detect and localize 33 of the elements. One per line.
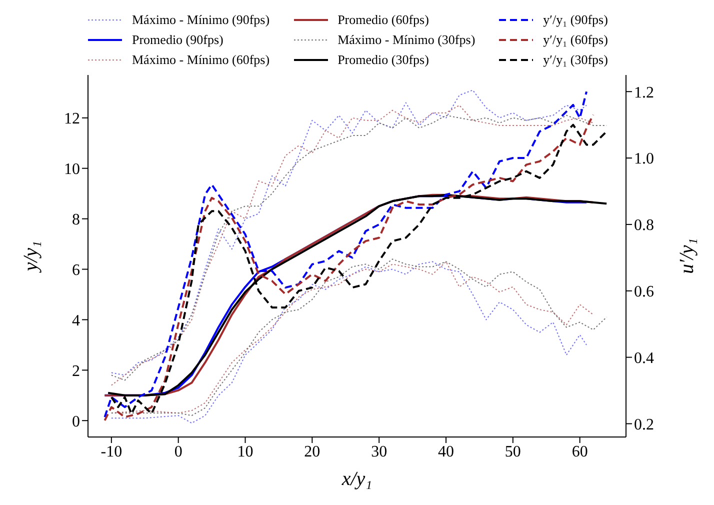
legend-label: Máximo - Mínimo (30fps) [338, 32, 476, 48]
x-tick-label: 10 [237, 443, 254, 460]
legend-label: y′/y₁ (90fps) [543, 12, 608, 28]
y2-tick-label: 1.0 [634, 150, 654, 168]
y-tick-label: 2 [72, 362, 80, 380]
y-tick-label: 0 [72, 413, 80, 430]
x-tick-label: 60 [572, 443, 588, 460]
legend-label: y′/y₁ (30fps) [543, 52, 608, 68]
x-tick-label: 50 [504, 443, 521, 460]
y2-tick-label: 1.2 [634, 84, 654, 102]
y2-tick-label: 0.2 [634, 416, 654, 434]
x-tick-label: 0 [174, 443, 182, 460]
y-tick-label: 6 [72, 262, 80, 279]
x-tick-label: 30 [371, 443, 388, 460]
y2-tick-label: 0.6 [634, 284, 654, 301]
legend-label: Máximo - Mínimo (90fps) [132, 12, 270, 28]
x-axis-title: x/y₁ [340, 468, 372, 490]
legend-label: Promedio (60fps) [338, 12, 429, 28]
legend-label: Promedio (30fps) [338, 52, 429, 68]
x-tick-label: -10 [100, 443, 122, 460]
legend-label: Máximo - Mínimo (60fps) [132, 52, 270, 68]
x-tick-label: 40 [438, 443, 454, 460]
legend-label: y′/y₁ (60fps) [543, 32, 608, 48]
y-tick-label: 12 [64, 110, 80, 128]
legend-label: Promedio (90fps) [132, 32, 224, 48]
y-tick-label: 10 [64, 161, 80, 178]
y-tick-label: 4 [72, 312, 80, 330]
y2-tick-label: 0.4 [634, 350, 654, 367]
y-tick-label: 8 [72, 211, 80, 228]
y-axis-title: y/y₁ [20, 240, 42, 274]
x-tick-label: 20 [304, 443, 320, 460]
y2-axis-title: u′/y₁ [676, 238, 698, 274]
y2-tick-label: 0.8 [634, 217, 654, 234]
